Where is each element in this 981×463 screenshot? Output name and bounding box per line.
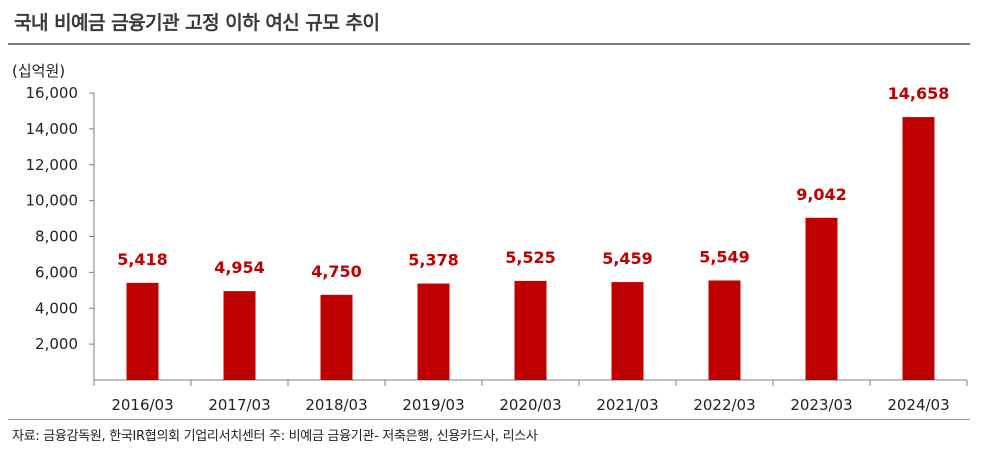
footer-divider [8, 419, 970, 420]
x-tick-label: 2024/03 [887, 396, 949, 414]
x-tick-label: 2018/03 [305, 396, 367, 414]
data-label: 5,549 [699, 247, 750, 266]
data-label: 5,525 [505, 248, 556, 267]
bar [126, 282, 159, 380]
data-label: 5,418 [117, 250, 168, 269]
y-tick-label: 14,000 [26, 120, 79, 138]
bar [708, 280, 741, 380]
y-tick-label: 12,000 [26, 156, 79, 174]
y-tick-label: 16,000 [26, 84, 79, 102]
x-tick-label: 2016/03 [111, 396, 173, 414]
x-tick-label: 2017/03 [208, 396, 270, 414]
chart-title: 국내 비예금 금융기관 고정 이하 여신 규모 추이 [14, 12, 380, 34]
bar [611, 282, 644, 380]
bar [223, 291, 256, 380]
y-tick-label: 8,000 [35, 228, 78, 246]
y-tick-label: 2,000 [35, 335, 78, 353]
bar [320, 294, 353, 380]
y-tick-label: 10,000 [26, 192, 79, 210]
bar [417, 283, 450, 380]
data-label: 14,658 [888, 84, 950, 103]
bar [514, 280, 547, 380]
bar [805, 217, 838, 380]
data-label: 4,954 [214, 258, 265, 277]
title-divider [8, 43, 970, 45]
x-tick-label: 2022/03 [693, 396, 755, 414]
data-label: 5,459 [602, 249, 653, 268]
x-tick-label: 2020/03 [499, 396, 561, 414]
y-axis-unit-label: (십억원) [12, 62, 66, 80]
x-tick-label: 2021/03 [596, 396, 658, 414]
data-label: 5,378 [408, 251, 459, 270]
bar [902, 117, 935, 380]
y-tick-label: 6,000 [35, 263, 78, 281]
source-note: 자료: 금융감독원, 한국IR협의회 기업리서치센터 주: 비예금 금융기관- … [12, 429, 538, 444]
y-tick-label: 4,000 [35, 299, 78, 317]
data-label: 4,750 [311, 262, 362, 281]
data-label: 9,042 [796, 185, 847, 204]
x-tick-label: 2019/03 [402, 396, 464, 414]
x-tick-label: 2023/03 [790, 396, 852, 414]
